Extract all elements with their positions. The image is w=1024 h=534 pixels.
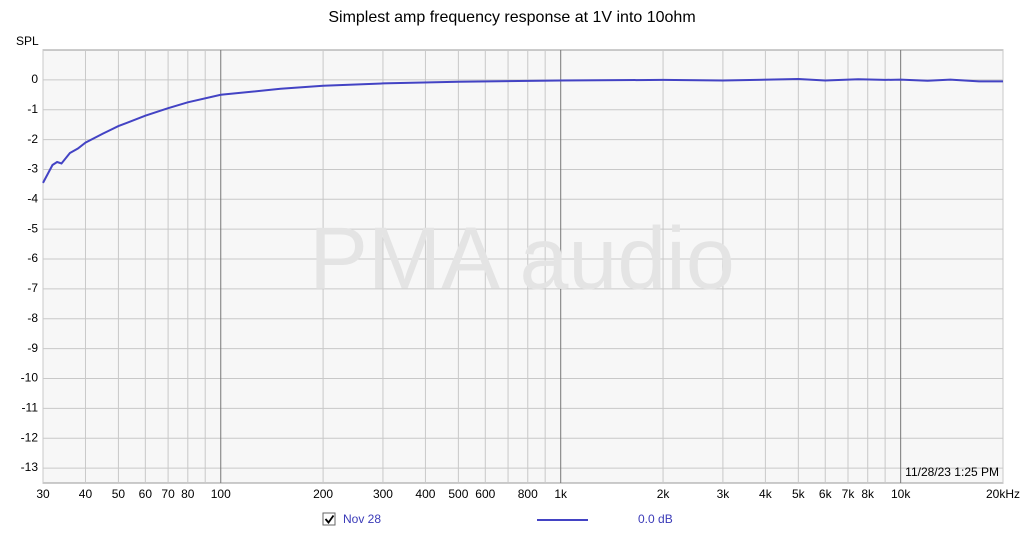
x-tick-label: 70 [161,487,175,501]
x-tick-label: 40 [79,487,93,501]
y-tick-label: -13 [21,460,39,474]
x-tick-label: 80 [181,487,195,501]
watermark: PMA audio [309,208,735,307]
y-axis-label: SPL [16,34,39,48]
x-tick-label: 30 [36,487,50,501]
y-tick-label: -2 [27,132,38,146]
checkmark [324,514,335,524]
x-tick-label: 3k [717,487,731,501]
y-tick-label: -3 [27,162,38,176]
x-tick-label: 20kHz [986,487,1020,501]
y-tick-label: -7 [27,281,38,295]
x-tick-label: 4k [759,487,773,501]
plot-area [42,49,1004,484]
x-tick-label: 6k [819,487,833,501]
x-tick-label: 800 [518,487,538,501]
y-tick-label: -9 [27,341,38,355]
x-tick-label: 100 [211,487,231,501]
y-tick-label: -4 [27,191,38,205]
series-line [42,77,1003,184]
y-tick-label: -10 [21,371,39,385]
y-tick-label: -5 [27,221,38,235]
x-tick-label: 300 [373,487,393,501]
x-tick-label: 2k [657,487,671,501]
chart-title: Simplest amp frequency response at 1V in… [328,9,695,26]
x-tick-label: 8k [861,487,875,501]
legend-label: Nov 28 [343,512,381,526]
y-tick-label: -11 [22,401,39,415]
y-tick-label: -8 [27,311,38,325]
legend-checkbox[interactable] [322,512,336,526]
x-tick-label: 600 [475,487,495,501]
x-tick-label: 400 [415,487,435,501]
x-tick-label: 5k [792,487,806,501]
timestamp: 11/28/23 1:25 PM [905,465,999,479]
x-tick-label: 1k [554,487,568,501]
legend-value: 0.0 dB [638,512,673,526]
x-tick-label: 10k [891,487,911,501]
y-tick-label: -12 [21,430,39,444]
x-tick-label: 60 [139,487,153,501]
x-tick-label: 7k [842,487,856,501]
y-tick-label: -6 [27,251,38,265]
x-tick-label: 500 [448,487,468,501]
x-tick-label: 200 [313,487,333,501]
y-tick-label: -1 [27,102,38,116]
y-tick-label: 0 [31,72,38,86]
x-tick-label: 50 [112,487,126,501]
